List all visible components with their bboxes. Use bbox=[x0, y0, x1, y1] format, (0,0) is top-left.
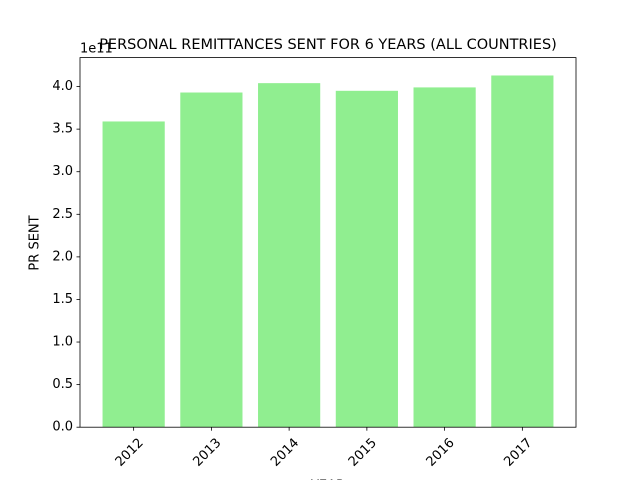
bar bbox=[180, 92, 243, 428]
chart-title: PERSONAL REMITTANCES SENT FOR 6 YEARS (A… bbox=[99, 37, 557, 53]
x-axis-label: YEAR bbox=[310, 479, 345, 480]
y-tick-label: 3.5 bbox=[52, 122, 73, 137]
y-tick-label: 2.0 bbox=[52, 249, 73, 264]
bar bbox=[491, 75, 554, 428]
y-offset-label: 1e11 bbox=[80, 42, 113, 57]
x-tick-label: 2012 bbox=[113, 436, 147, 470]
y-tick-label: 1.0 bbox=[52, 335, 73, 350]
bar bbox=[413, 87, 476, 428]
x-tick-label: 2015 bbox=[346, 436, 380, 470]
x-tick-label: 2013 bbox=[190, 436, 224, 470]
y-tick-label: 2.5 bbox=[52, 207, 73, 222]
y-tick-label: 4.0 bbox=[52, 79, 73, 94]
y-tick-label: 0.5 bbox=[52, 377, 73, 392]
bar bbox=[335, 90, 398, 428]
bar bbox=[258, 83, 321, 428]
x-tick-label: 2017 bbox=[501, 436, 535, 470]
x-tick-label: 2014 bbox=[268, 436, 302, 470]
x-tick-label: 2016 bbox=[424, 436, 458, 470]
y-tick-label: 3.0 bbox=[52, 164, 73, 179]
y-axis-label: PR SENT bbox=[28, 215, 43, 270]
axes-frame bbox=[79, 57, 577, 428]
y-tick-label: 1.5 bbox=[52, 292, 73, 307]
y-tick-label: 0.0 bbox=[52, 420, 73, 435]
bar bbox=[102, 121, 165, 428]
